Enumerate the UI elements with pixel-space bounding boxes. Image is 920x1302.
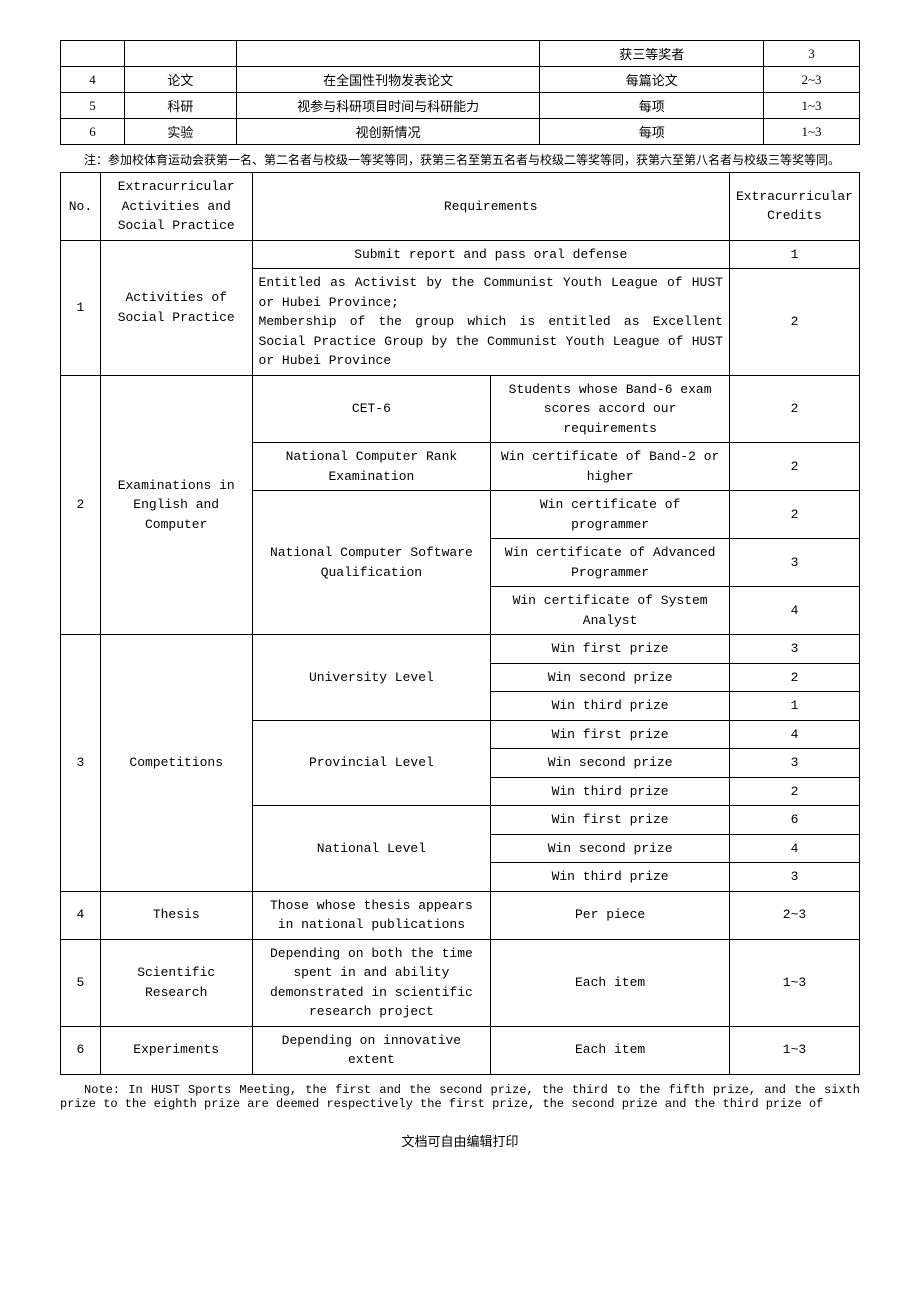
cell: 在全国性刊物发表论文 [236, 67, 540, 93]
table-extracurricular-credits: No. Extracurricular Activities and Socia… [60, 172, 860, 1075]
cell-credit: 2 [729, 269, 859, 376]
cell-req: Win certificate of System Analyst [491, 587, 730, 635]
cell: 6 [61, 119, 125, 145]
cell-credit: 6 [729, 806, 859, 835]
cell-per: Each item [491, 1026, 730, 1074]
cell [236, 41, 540, 67]
table-header-row: No. Extracurricular Activities and Socia… [61, 173, 860, 241]
cell: 4 [61, 67, 125, 93]
cell-req: Depending on innovative extent [252, 1026, 491, 1074]
cell: 5 [61, 93, 125, 119]
cell [61, 41, 125, 67]
header-requirements: Requirements [252, 173, 729, 241]
cell: 获三等奖者 [540, 41, 764, 67]
cell: 论文 [124, 67, 236, 93]
cell-activity: Examinations in English and Computer [100, 375, 252, 635]
cell-req: Entitled as Activist by the Communist Yo… [252, 269, 729, 376]
cell-credit: 4 [729, 834, 859, 863]
cell-activity: Competitions [100, 635, 252, 892]
cell-credit: 4 [729, 587, 859, 635]
cell-no: 4 [61, 891, 101, 939]
table-row: 3 Competitions University Level Win firs… [61, 635, 860, 664]
cell-activity: Activities of Social Practice [100, 240, 252, 375]
cell-req: Depending on both the time spent in and … [252, 939, 491, 1026]
cell-exam: National Computer Software Qualification [252, 491, 491, 635]
cell: 视创新情况 [236, 119, 540, 145]
cell-req: Submit report and pass oral defense [252, 240, 729, 269]
cell: 2~3 [764, 67, 860, 93]
note-chinese: 注：参加校体育运动会获第一名、第二名者与校级一等奖等同，获第三名至第五名者与校级… [60, 151, 860, 168]
cell-per: Per piece [491, 891, 730, 939]
cell: 每项 [540, 119, 764, 145]
cell-no: 1 [61, 240, 101, 375]
cell: 视参与科研项目时间与科研能力 [236, 93, 540, 119]
cell-req: Win certificate of Band-2 or higher [491, 443, 730, 491]
cell-credit: 4 [729, 720, 859, 749]
table-row: 4 Thesis Those whose thesis appears in n… [61, 891, 860, 939]
cell: 1~3 [764, 119, 860, 145]
cell-level: National Level [252, 806, 491, 892]
table-row: 6 实验 视创新情况 每项 1~3 [61, 119, 860, 145]
cell-per: Each item [491, 939, 730, 1026]
cell-prize: Win third prize [491, 777, 730, 806]
cell-no: 6 [61, 1026, 101, 1074]
cell-prize: Win second prize [491, 834, 730, 863]
cell: 每项 [540, 93, 764, 119]
table-row: 5 科研 视参与科研项目时间与科研能力 每项 1~3 [61, 93, 860, 119]
cell-credit: 1~3 [729, 1026, 859, 1074]
cell-credit: 2 [729, 443, 859, 491]
cell-activity: Experiments [100, 1026, 252, 1074]
cell-prize: Win second prize [491, 749, 730, 778]
table-row: 获三等奖者 3 [61, 41, 860, 67]
header-credits: Extracurricular Credits [729, 173, 859, 241]
cell-level: University Level [252, 635, 491, 721]
cell: 每篇论文 [540, 67, 764, 93]
cell-credit: 1 [729, 240, 859, 269]
cell-req: Win certificate of programmer [491, 491, 730, 539]
cell: 1~3 [764, 93, 860, 119]
cell-level: Provincial Level [252, 720, 491, 806]
cell: 3 [764, 41, 860, 67]
cell-req: Students whose Band-6 exam scores accord… [491, 375, 730, 443]
header-activity: Extracurricular Activities and Social Pr… [100, 173, 252, 241]
cell-credit: 2~3 [729, 891, 859, 939]
cell: 科研 [124, 93, 236, 119]
cell-prize: Win first prize [491, 635, 730, 664]
cell-credit: 1~3 [729, 939, 859, 1026]
cell-no: 2 [61, 375, 101, 635]
cell-credit: 1 [729, 692, 859, 721]
cell-prize: Win third prize [491, 863, 730, 892]
cell: 实验 [124, 119, 236, 145]
cell-credit: 3 [729, 863, 859, 892]
cell [124, 41, 236, 67]
footer-text: 文档可自由编辑打印 [60, 1131, 860, 1150]
table-row: 1 Activities of Social Practice Submit r… [61, 240, 860, 269]
table-row: 5 Scientific Research Depending on both … [61, 939, 860, 1026]
table-chinese-credits: 获三等奖者 3 4 论文 在全国性刊物发表论文 每篇论文 2~3 5 科研 视参… [60, 40, 860, 145]
cell-req: Those whose thesis appears in national p… [252, 891, 491, 939]
cell-credit: 2 [729, 491, 859, 539]
cell-prize: Win first prize [491, 806, 730, 835]
note-english: Note: In HUST Sports Meeting, the first … [60, 1083, 860, 1111]
cell-no: 3 [61, 635, 101, 892]
cell-credit: 2 [729, 777, 859, 806]
cell-activity: Scientific Research [100, 939, 252, 1026]
cell-exam: CET-6 [252, 375, 491, 443]
cell-credit: 2 [729, 375, 859, 443]
table-row: 4 论文 在全国性刊物发表论文 每篇论文 2~3 [61, 67, 860, 93]
cell-prize: Win first prize [491, 720, 730, 749]
cell-credit: 3 [729, 635, 859, 664]
cell-no: 5 [61, 939, 101, 1026]
table-row: 6 Experiments Depending on innovative ex… [61, 1026, 860, 1074]
cell-prize: Win second prize [491, 663, 730, 692]
cell-prize: Win third prize [491, 692, 730, 721]
cell-exam: National Computer Rank Examination [252, 443, 491, 491]
table-row: 2 Examinations in English and Computer C… [61, 375, 860, 443]
cell-activity: Thesis [100, 891, 252, 939]
cell-credit: 2 [729, 663, 859, 692]
cell-credit: 3 [729, 749, 859, 778]
cell-credit: 3 [729, 539, 859, 587]
header-no: No. [61, 173, 101, 241]
cell-req: Win certificate of Advanced Programmer [491, 539, 730, 587]
